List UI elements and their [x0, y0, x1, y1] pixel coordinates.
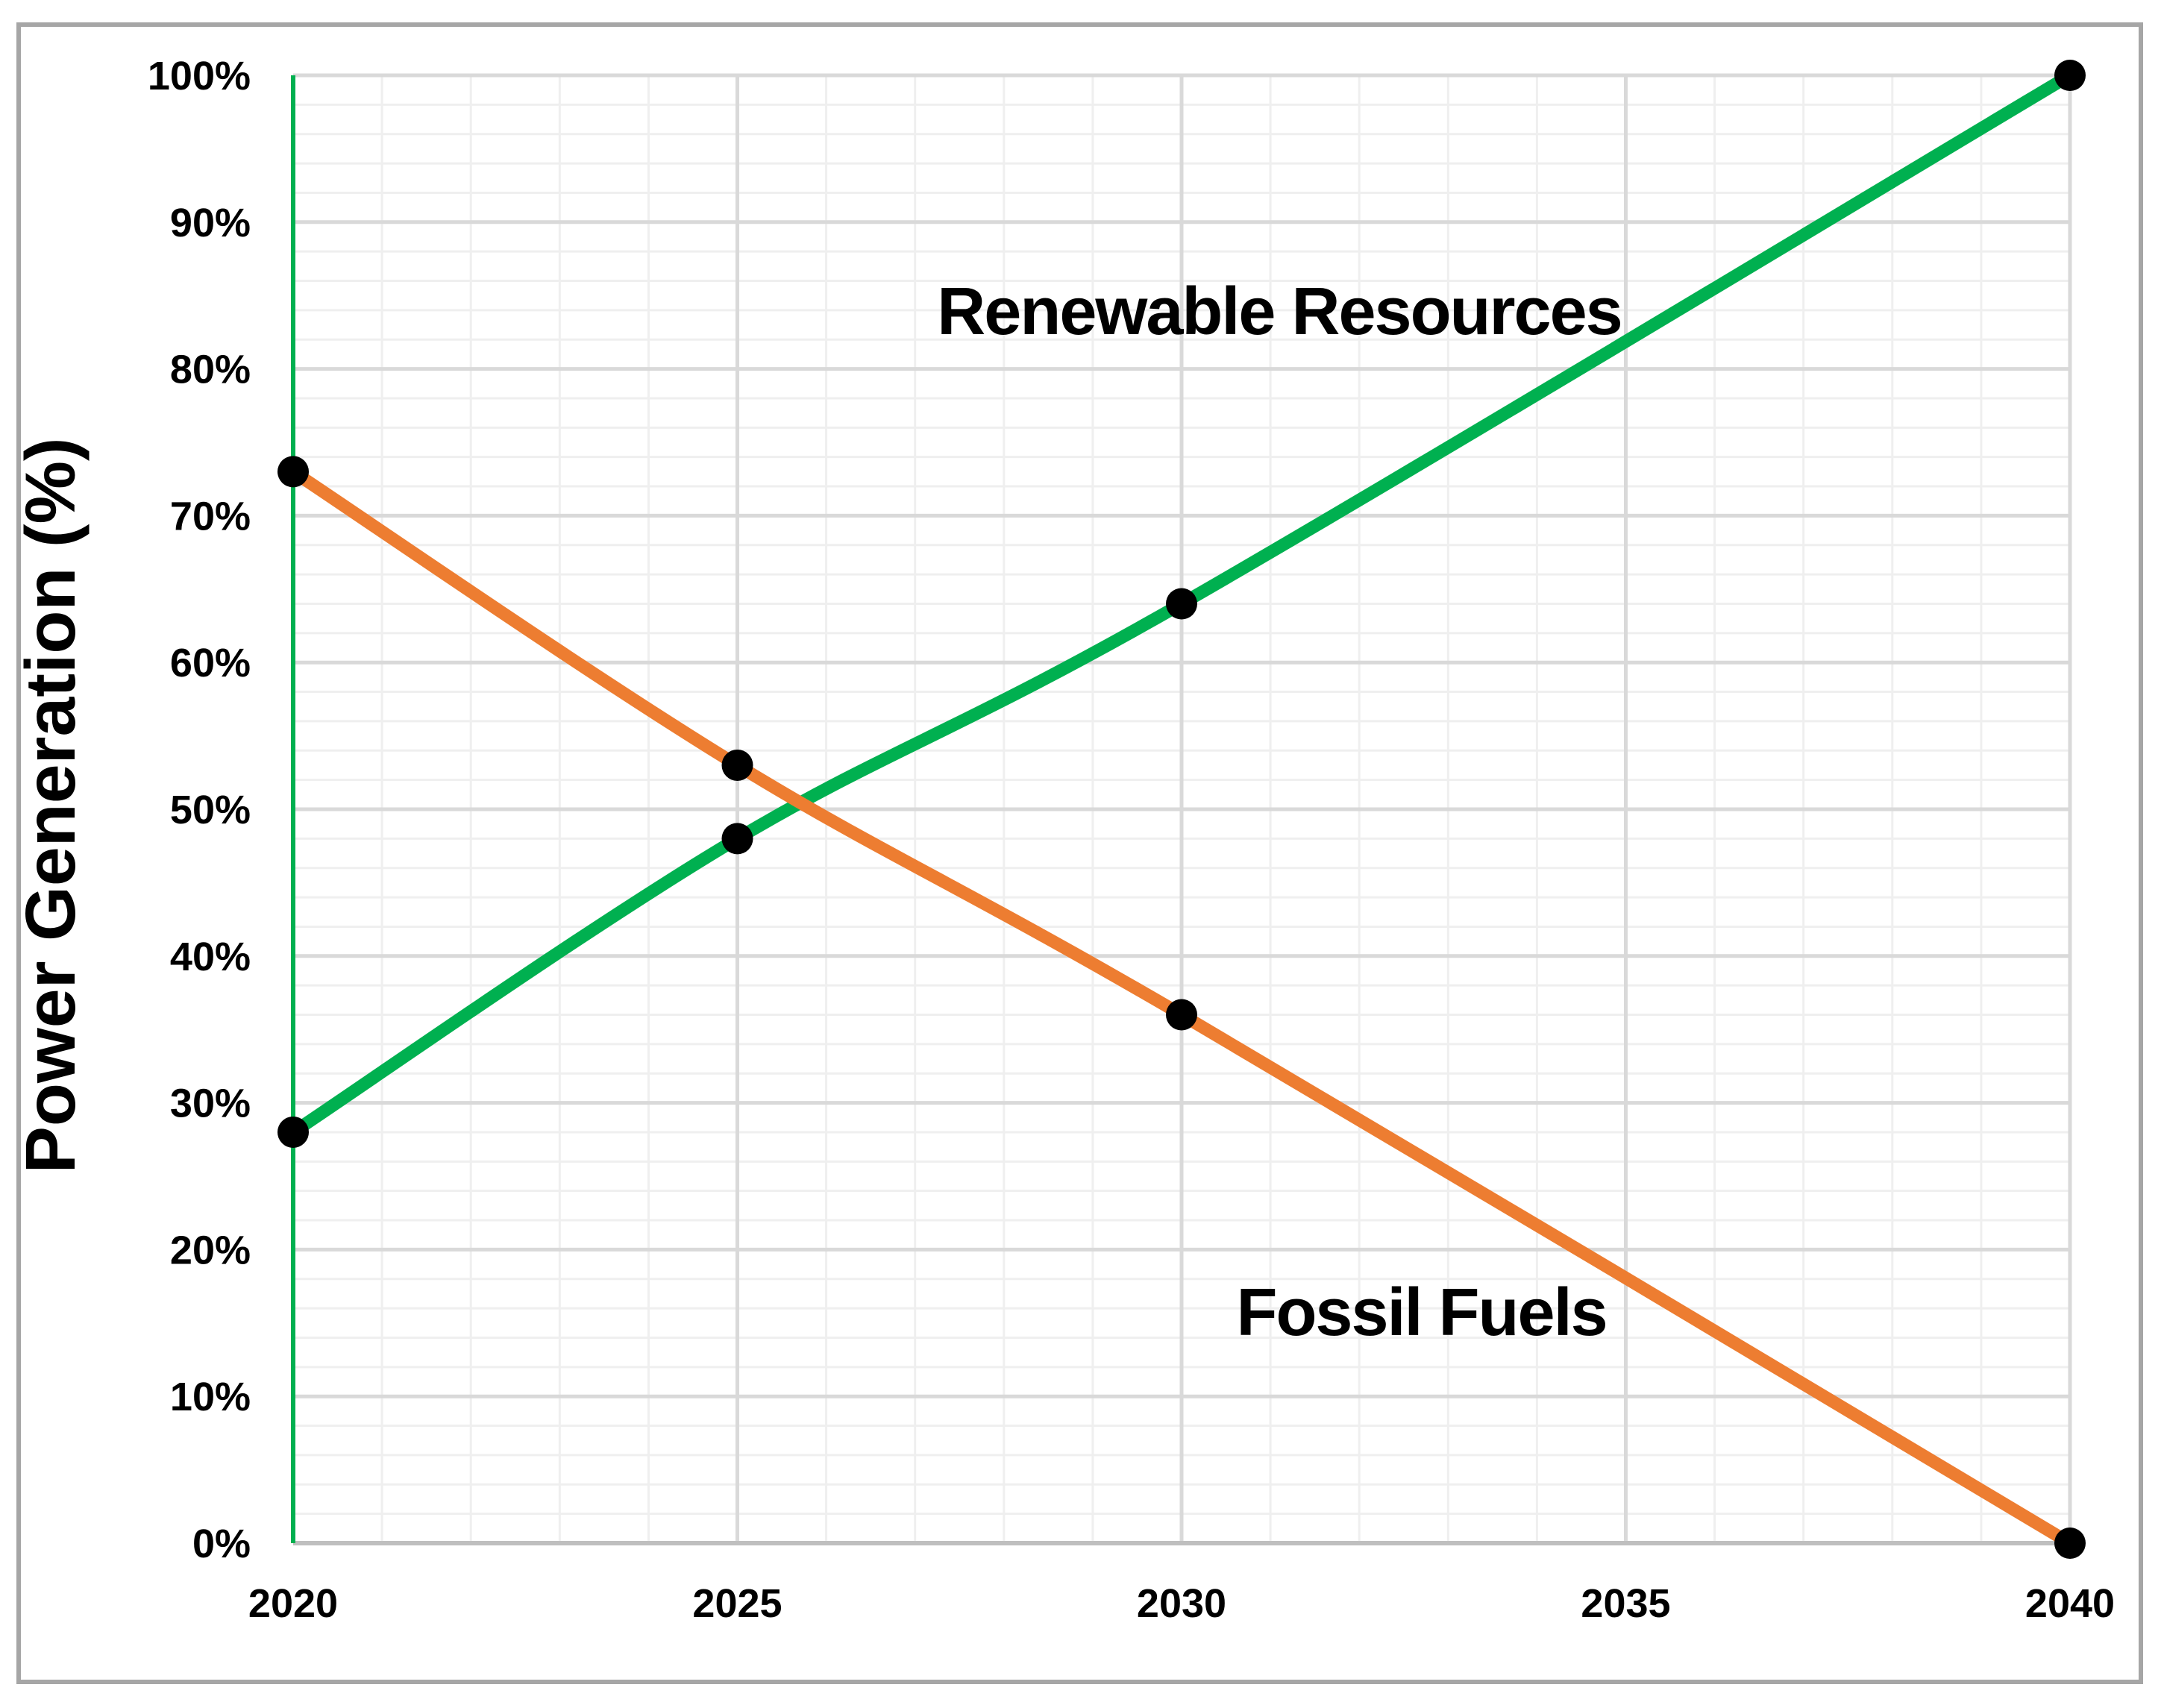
data-point-renewable-resources [721, 823, 753, 855]
data-point-renewable-resources [277, 1116, 309, 1148]
data-point-renewable-resources [2054, 60, 2086, 91]
y-tick-label: 10% [170, 1375, 251, 1419]
x-tick-label: 2020 [248, 1581, 338, 1626]
y-tick-label: 20% [170, 1228, 251, 1272]
y-tick-label: 70% [170, 494, 251, 539]
y-tick-label: 30% [170, 1081, 251, 1126]
data-point-fossil-fuels [2054, 1528, 2086, 1559]
series-line-renewable-resources [286, 69, 2077, 1139]
series-label-renewable-resources: Renewable Resources [937, 274, 1621, 349]
data-point-fossil-fuels [277, 456, 309, 488]
series-line-fossil-fuels [286, 465, 2077, 1550]
y-tick-label: 40% [170, 935, 251, 979]
y-tick-label: 90% [170, 201, 251, 245]
series-label-fossil-fuels: Fossil Fuels [1236, 1275, 1606, 1350]
data-point-fossil-fuels [721, 749, 753, 781]
y-tick-label: 60% [170, 641, 251, 685]
y-tick-label: 50% [170, 788, 251, 832]
x-tick-label: 2025 [692, 1581, 782, 1626]
y-tick-label: 80% [170, 348, 251, 392]
data-point-renewable-resources [1166, 588, 1197, 620]
x-tick-label: 2035 [1581, 1581, 1670, 1626]
x-tick-label: 2040 [2025, 1581, 2115, 1626]
chart-border [16, 22, 2143, 1684]
y-tick-label: 0% [192, 1522, 251, 1566]
y-axis-title: Power Generation (%) [11, 437, 90, 1173]
data-point-fossil-fuels [1166, 999, 1197, 1031]
x-tick-label: 2030 [1137, 1581, 1226, 1626]
y-tick-label: 100% [148, 54, 251, 98]
